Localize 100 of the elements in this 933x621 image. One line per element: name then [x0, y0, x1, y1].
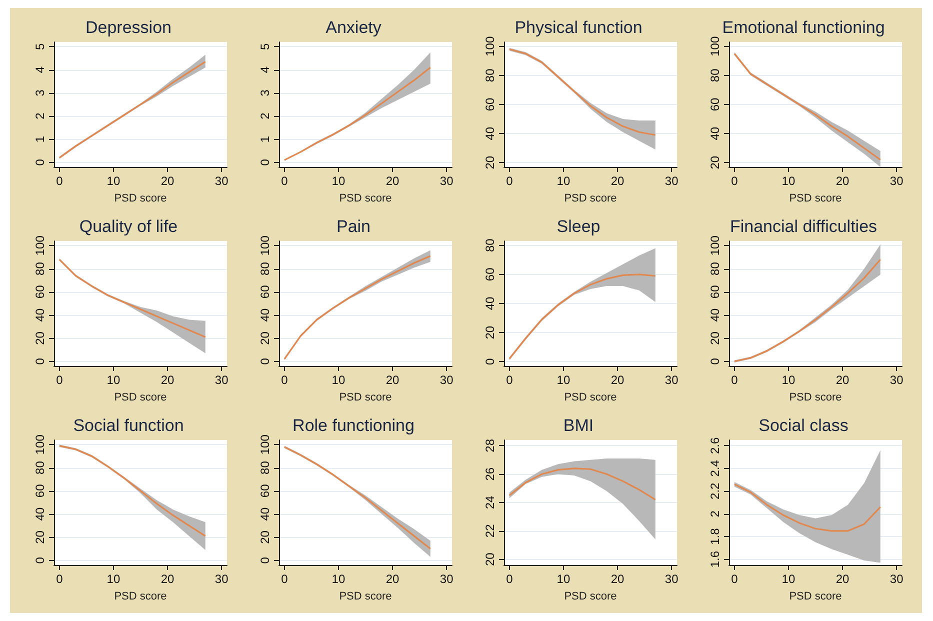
x-axis-title: PSD score [114, 392, 167, 404]
chart-title: Social class [758, 416, 848, 435]
y-tick-label: 4 [258, 66, 272, 74]
x-tick-label: 0 [56, 572, 64, 586]
x-tick-label: 20 [610, 174, 625, 188]
y-tick-label: 4 [33, 66, 47, 74]
x-axis-title: PSD score [339, 392, 392, 404]
y-tick-label: 60 [258, 284, 272, 299]
y-tick-label: 0 [258, 556, 272, 564]
y-tick-label: 20 [708, 331, 722, 345]
chart-title: Depression [86, 18, 172, 37]
x-tick-label: 30 [440, 174, 454, 188]
x-axis-title: PSD score [114, 192, 167, 204]
y-tick-label: 20 [258, 530, 272, 544]
x-tick-label: 0 [281, 373, 288, 387]
y-tick-label: 20 [483, 156, 497, 170]
y-tick-label: 26 [483, 467, 497, 481]
x-tick-label: 20 [836, 572, 850, 586]
y-tick-label: 100 [258, 235, 272, 256]
y-tick-label: 60 [33, 284, 47, 299]
line-series [734, 484, 882, 532]
y-tick-label: 20 [33, 530, 47, 544]
x-tick-label: 20 [386, 572, 400, 586]
chart-title: Physical function [514, 18, 642, 37]
line-series [508, 468, 656, 500]
x-tick-label: 30 [890, 373, 904, 387]
chart-title: Social function [73, 416, 184, 435]
y-tick-label: 1.8 [708, 528, 722, 545]
y-tick-label: 100 [258, 434, 272, 455]
x-tick-label: 30 [890, 572, 904, 586]
y-tick-label: 40 [708, 308, 722, 322]
y-tick-label: 2 [258, 112, 272, 120]
y-tick-label: 80 [258, 262, 272, 276]
y-tick-label: 22 [483, 524, 497, 538]
x-tick-label: 0 [281, 572, 288, 586]
y-tick-label: 0 [258, 158, 272, 166]
y-tick-label: 2 [33, 112, 47, 120]
y-tick-label: 0 [258, 358, 272, 365]
y-tick-label: 2 [708, 510, 722, 518]
chart-title: Emotional functioning [722, 18, 885, 37]
chart-title: Pain [336, 217, 371, 236]
y-tick-label: 20 [258, 331, 272, 345]
y-tick-label: 5 [258, 42, 272, 50]
y-tick-label: 20 [33, 331, 47, 345]
x-tick-label: 0 [56, 174, 64, 188]
chart-title: BMI [563, 416, 594, 435]
y-tick-label: 80 [33, 262, 47, 276]
y-tick-label: 60 [33, 484, 47, 498]
x-tick-label: 20 [160, 572, 175, 586]
x-tick-label: 10 [556, 572, 570, 586]
y-tick-label: 40 [258, 507, 272, 521]
y-tick-label: 2.2 [708, 482, 722, 500]
x-axis-title: PSD score [114, 590, 167, 602]
y-tick-label: 0 [483, 358, 497, 365]
x-tick-label: 20 [610, 572, 625, 586]
x-tick-label: 30 [664, 373, 679, 387]
x-axis-title: PSD score [564, 590, 617, 602]
y-tick-label: 40 [33, 308, 47, 322]
x-tick-label: 20 [386, 373, 400, 387]
x-tick-label: 20 [836, 373, 850, 387]
y-tick-label: 2.4 [708, 460, 722, 477]
y-tick-label: 60 [708, 98, 722, 112]
y-tick-label: 60 [708, 284, 722, 299]
y-tick-label: 80 [708, 262, 722, 276]
y-tick-label: 1 [258, 136, 272, 143]
x-tick-label: 0 [731, 572, 738, 586]
y-tick-label: 0 [33, 158, 47, 166]
y-tick-label: 1 [33, 136, 47, 143]
y-tick-label: 80 [708, 68, 722, 82]
y-tick-label: 5 [33, 42, 47, 50]
x-tick-label: 10 [332, 572, 346, 586]
y-tick-label: 3 [33, 89, 47, 96]
x-tick-label: 0 [506, 174, 514, 188]
x-tick-label: 10 [332, 174, 346, 188]
y-tick-label: 100 [708, 235, 722, 256]
line-series [58, 258, 206, 338]
x-tick-label: 0 [506, 572, 514, 586]
x-tick-label: 30 [890, 174, 904, 188]
x-tick-label: 10 [106, 373, 120, 387]
y-tick-label: 0 [33, 358, 47, 365]
x-tick-label: 10 [106, 174, 120, 188]
y-tick-label: 100 [33, 434, 47, 455]
y-tick-label: 20 [708, 156, 722, 170]
x-tick-label: 20 [160, 373, 175, 387]
x-tick-label: 30 [440, 572, 454, 586]
x-axis-title: PSD score [339, 590, 392, 602]
x-tick-label: 10 [782, 174, 796, 188]
x-tick-label: 30 [440, 373, 454, 387]
x-tick-label: 10 [782, 572, 796, 586]
x-tick-label: 20 [836, 174, 850, 188]
x-tick-label: 20 [386, 174, 400, 188]
y-tick-label: 20 [483, 552, 497, 566]
y-tick-label: 100 [708, 36, 722, 56]
x-axis-title: PSD score [789, 192, 842, 204]
x-tick-label: 30 [214, 174, 229, 188]
y-tick-label: 100 [483, 36, 497, 56]
x-tick-label: 0 [731, 373, 738, 387]
y-tick-label: 60 [483, 98, 497, 112]
x-tick-label: 30 [664, 174, 679, 188]
y-tick-label: 1.6 [708, 550, 722, 568]
